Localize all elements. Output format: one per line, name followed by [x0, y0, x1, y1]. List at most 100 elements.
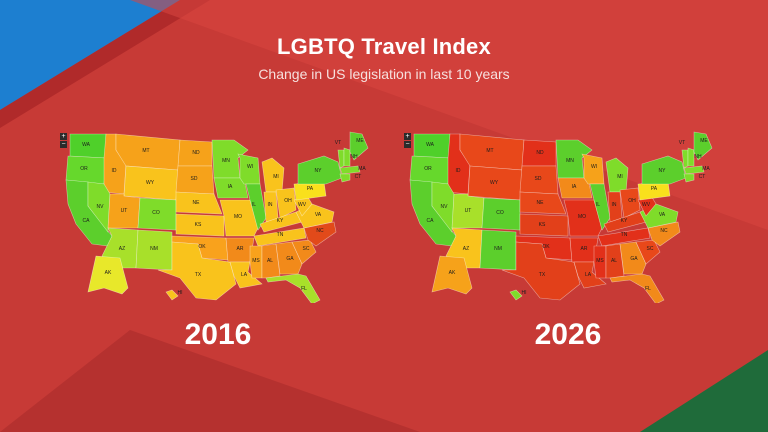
state-label-ga: GA — [286, 256, 294, 262]
state-label-nd: ND — [536, 150, 544, 156]
state-label-ar: AR — [581, 246, 588, 252]
state-ma — [683, 165, 705, 175]
state-ak — [431, 255, 473, 295]
zoom-in-icon[interactable]: + — [60, 133, 67, 140]
state-label-wi: WI — [247, 164, 253, 170]
state-me — [349, 131, 369, 161]
state-label-ny: NY — [315, 168, 323, 174]
us-map-2026: WA OR CA ID NV MT WY UT CO AZ NM ND SD NE KS OK TX MN IA MO… — [409, 131, 713, 303]
state-label-mo: MO — [578, 214, 586, 220]
state-label-al: AL — [267, 258, 273, 264]
state-ne — [519, 191, 567, 215]
state-mi — [261, 157, 285, 193]
state-label-la: LA — [585, 272, 592, 278]
state-label-in: IN — [612, 202, 617, 208]
state-label-ks: KS — [195, 222, 202, 228]
state-label-mt: MT — [142, 148, 149, 154]
state-label-mn: MN — [222, 158, 230, 164]
state-label-nm: NM — [494, 246, 502, 252]
state-label-wv: WV — [298, 202, 307, 208]
page-title: LGBTQ Travel Index — [277, 34, 491, 59]
state-label-ct: CT — [355, 174, 362, 180]
state-label-wv: WV — [642, 202, 651, 208]
state-label-co: CO — [152, 210, 160, 216]
state-tx — [501, 241, 581, 301]
state-label-mi: MI — [273, 174, 279, 180]
state-ia — [213, 177, 249, 199]
state-label-nv: NV — [97, 204, 105, 210]
state-ne — [175, 191, 223, 215]
state-ms — [593, 245, 607, 279]
state-tx — [157, 241, 237, 301]
state-label-nv: NV — [441, 204, 449, 210]
zoom-out-icon[interactable]: − — [60, 141, 67, 148]
state-label-mt: MT — [486, 148, 493, 154]
state-label-vt: VT — [679, 140, 685, 146]
state-label-ia: IA — [572, 184, 577, 190]
state-label-oh: OH — [284, 198, 292, 204]
state-label-or: OR — [80, 166, 88, 172]
state-label-co: CO — [496, 210, 504, 216]
state-label-ne: NE — [537, 200, 545, 206]
state-sc — [291, 239, 317, 265]
state-label-ks: KS — [539, 222, 546, 228]
state-label-ct: CT — [699, 174, 706, 180]
state-label-ca: CA — [83, 218, 91, 224]
state-label-vt: VT — [335, 140, 341, 146]
state-label-az: AZ — [463, 246, 469, 252]
state-label-sd: SD — [535, 176, 542, 182]
state-label-az: AZ — [119, 246, 125, 252]
state-label-sd: SD — [191, 176, 198, 182]
state-label-pa: PA — [651, 186, 658, 192]
year-label-2016: 2016 — [184, 318, 252, 351]
state-tn — [597, 227, 651, 247]
state-label-nc: NC — [660, 228, 668, 234]
state-label-sc: SC — [647, 246, 654, 252]
state-nc — [303, 221, 337, 247]
page-subtitle: Change in US legislation in last 10 year… — [258, 66, 510, 82]
state-ct — [683, 173, 695, 183]
state-label-pa: PA — [307, 186, 314, 192]
state-label-wa: WA — [82, 142, 91, 148]
state-ct — [339, 173, 351, 183]
state-nc — [647, 221, 681, 247]
state-label-ar: AR — [237, 246, 244, 252]
state-fl — [265, 273, 321, 303]
state-hi — [509, 289, 523, 301]
state-label-ak: AK — [449, 270, 456, 276]
state-me — [693, 131, 713, 161]
state-label-ky: KY — [277, 218, 284, 224]
state-label-mi: MI — [617, 174, 623, 180]
zoom-in-icon[interactable]: + — [404, 133, 411, 140]
state-label-me: ME — [700, 138, 708, 144]
state-nh — [687, 147, 695, 167]
state-hi — [165, 289, 179, 301]
state-label-ut: UT — [465, 208, 472, 214]
state-label-mo: MO — [234, 214, 242, 220]
state-label-hi: HI — [178, 290, 183, 296]
state-oh — [619, 187, 641, 219]
state-label-ia: IA — [228, 184, 233, 190]
state-ks — [519, 213, 569, 237]
state-label-id: ID — [112, 168, 117, 174]
state-label-nh: NH — [350, 154, 358, 160]
state-label-ma: MA — [358, 166, 366, 172]
state-label-wy: WY — [146, 180, 155, 186]
state-label-nd: ND — [192, 150, 200, 156]
us-map-2016: WA OR CA ID NV MT WY UT CO AZ NM ND SD NE KS OK TX MN IA MO… — [65, 131, 369, 303]
state-fl — [609, 273, 665, 303]
state-label-il: IL — [596, 202, 600, 208]
state-label-tn: TN — [277, 232, 284, 238]
state-label-hi: HI — [522, 290, 527, 296]
state-ma — [339, 165, 361, 175]
state-label-ky: KY — [621, 218, 628, 224]
state-label-nh: NH — [694, 154, 702, 160]
state-label-ne: NE — [193, 200, 201, 206]
state-label-nc: NC — [316, 228, 324, 234]
state-mi — [605, 157, 629, 193]
state-sc — [635, 239, 661, 265]
state-label-fl: FL — [301, 286, 307, 292]
state-label-la: LA — [241, 272, 248, 278]
state-label-id: ID — [456, 168, 461, 174]
zoom-out-icon[interactable]: − — [404, 141, 411, 148]
